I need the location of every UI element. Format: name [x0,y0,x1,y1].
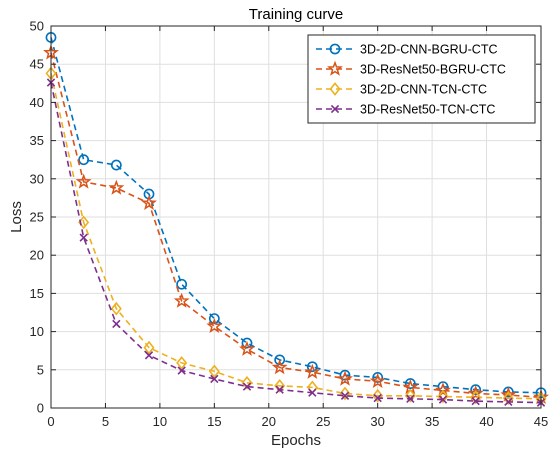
x-tick-label: 0 [47,414,54,429]
legend-entry: 3D-ResNet50-BGRU-CTC [316,60,506,77]
y-tick-label: 20 [30,248,44,263]
y-tick-label: 30 [30,171,44,186]
legend-label: 3D-ResNet50-TCN-CTC [360,103,495,117]
data-point [373,393,382,403]
x-tick-label: 5 [102,414,109,429]
data-point [406,394,415,403]
legend-entry: 3D-ResNet50-TCN-CTC [316,103,495,117]
data-point [78,154,90,166]
series-line [50,37,542,394]
x-tick-label: 35 [425,414,439,429]
legend-marker [329,43,341,55]
data-point [404,378,416,389]
data-point [372,388,384,403]
data-point [242,382,252,391]
data-point [438,395,448,404]
y-tick-label: 25 [30,210,44,225]
data-point [339,386,351,401]
data-point [143,340,155,355]
data-point [173,292,190,308]
data-point [108,179,125,195]
series-line [50,73,542,400]
data-point [467,385,484,401]
data-point [210,374,219,384]
legend: 3D-2D-CNN-BGRU-CTC 3D-ResNet50-BGRU-CTC 3D… [307,34,536,124]
y-tick-label: 35 [30,133,44,148]
x-tick-label: 20 [262,414,276,429]
data-point [437,389,449,404]
data-point [177,366,186,375]
y-tick-label: 40 [30,95,44,110]
data-point [471,396,480,406]
data-point [470,390,482,405]
data-point [239,340,255,356]
data-point [306,361,318,373]
data-point [241,337,253,349]
data-point [110,159,122,171]
legend-marker [330,104,340,114]
legend-marker [327,60,343,76]
legend-box [307,34,536,124]
data-point [274,378,286,393]
data-point [504,397,513,407]
x-axis-label: Epochs [271,432,321,449]
tick-layer: 0 5 10 15 20 25 30 35 40 45 0 5 10 15 20 25 30 35 40 45 50 [30,19,549,430]
series-3 [45,66,547,406]
series-line [50,52,542,399]
legend-label: 3D-2D-CNN-TCN-CTC [360,83,487,97]
series-line [50,82,542,404]
y-tick-label: 5 [37,362,44,377]
x-tick-label: 45 [534,414,548,429]
data-point [274,354,286,366]
data-point [275,385,284,394]
legend-label: 3D-ResNet50-BGRU-CTC [360,63,506,77]
legend-entry: 3D-2D-CNN-TCN-CTC [316,82,487,97]
legend-entry: 3D-2D-CNN-BGRU-CTC [316,43,498,57]
legend-label: 3D-2D-CNN-BGRU-CTC [360,43,498,57]
data-point [176,278,188,290]
x-tick-label: 25 [316,414,330,429]
data-point [208,364,220,379]
data-point [241,375,253,390]
data-point [369,372,386,389]
x-tick-label: 30 [370,414,384,429]
data-point [304,363,321,379]
y-tick-label: 45 [30,57,44,72]
x-tick-label: 10 [153,414,167,429]
data-point [337,370,353,386]
y-tick-label: 15 [30,286,44,301]
data-point [75,173,92,189]
data-point [79,233,88,242]
y-tick-label: 50 [30,19,44,34]
series-2 [43,44,549,405]
x-tick-label: 15 [207,414,221,429]
series-4 [46,78,546,407]
data-point [502,391,514,405]
x-tick-label: 40 [479,414,493,429]
data-point [404,388,416,403]
y-axis-label: Loss [8,201,25,233]
data-point [112,319,121,329]
y-tick-label: 10 [30,324,44,339]
data-point [176,356,188,370]
data-point [144,351,154,360]
data-point [271,359,288,375]
data-point [110,301,122,316]
series-layer [43,32,549,407]
data-point [435,382,451,398]
data-point [340,391,350,400]
data-point [308,388,317,397]
data-point [208,313,220,325]
legend-marker [329,82,341,96]
y-tick-label: 0 [37,401,44,416]
chart-title: Training curve [249,6,343,23]
data-point [141,194,157,210]
data-point [206,317,223,334]
